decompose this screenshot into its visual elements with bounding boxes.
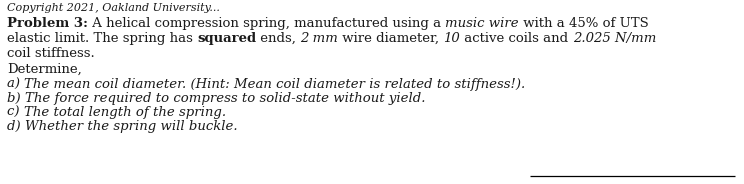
Text: c): c) [7,106,24,119]
Text: d): d) [7,120,25,133]
Text: Determine,: Determine, [7,63,82,76]
Text: with a 45% of UTS: with a 45% of UTS [519,17,649,30]
Text: The total length of the spring.: The total length of the spring. [24,106,226,119]
Text: squared: squared [197,32,256,45]
Text: Copyright 2021, Oakland University...: Copyright 2021, Oakland University... [7,3,220,13]
Text: 2 mm: 2 mm [301,32,339,45]
Text: The force required to compress to solid-state without yield.: The force required to compress to solid-… [25,92,426,105]
Text: coil stiffness.: coil stiffness. [7,47,94,60]
Text: wire diameter,: wire diameter, [339,32,443,45]
Text: a): a) [7,78,25,91]
Text: music wire: music wire [446,17,519,30]
Text: 10: 10 [443,32,461,45]
Text: Whether the spring will buckle.: Whether the spring will buckle. [25,120,237,133]
Text: A helical compression spring, manufactured using a: A helical compression spring, manufactur… [88,17,446,30]
Text: active coils and: active coils and [461,32,573,45]
Text: Problem 3:: Problem 3: [7,17,88,30]
Text: elastic limit. The spring has: elastic limit. The spring has [7,32,197,45]
Text: ends,: ends, [256,32,301,45]
Text: b): b) [7,92,25,105]
Text: The mean coil diameter. (Hint: Mean coil diameter is related to stiffness!).: The mean coil diameter. (Hint: Mean coil… [25,78,525,91]
Text: 2.025 N/mm: 2.025 N/mm [573,32,656,45]
